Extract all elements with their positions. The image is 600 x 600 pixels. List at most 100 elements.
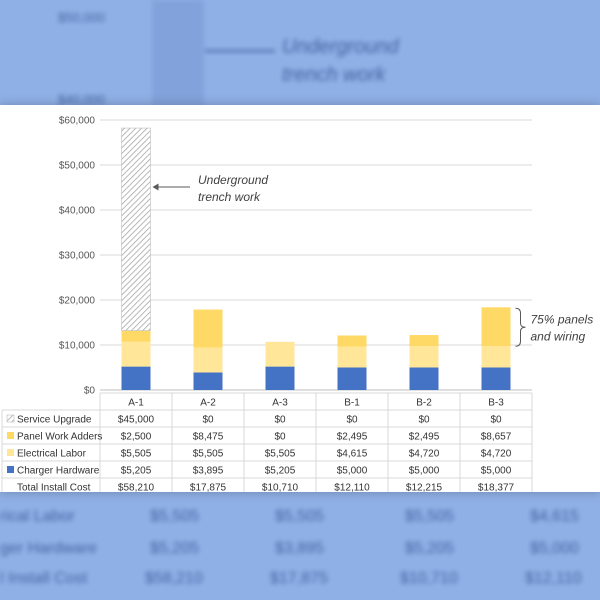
backdrop-cell: $5,000	[530, 540, 579, 557]
legend-key	[7, 449, 14, 456]
backdrop-cell: $58,210	[145, 570, 203, 587]
y-tick-label: $20,000	[59, 296, 96, 307]
bar-segment	[481, 367, 511, 390]
table-cell: $10,710	[262, 483, 299, 493]
backdrop-row-label: rical Labor	[0, 508, 75, 525]
table-row-label: Total Install Cost	[17, 483, 91, 493]
table-cell: $2,495	[409, 432, 440, 443]
backdrop-cell: $3,895	[275, 540, 324, 557]
category-label: A-1	[128, 398, 144, 409]
table-row-label: Service Upgrade	[17, 415, 92, 426]
bar-segment	[193, 372, 223, 390]
category-label: A-3	[272, 398, 288, 409]
annotation-arrowhead	[152, 183, 159, 191]
bar-segment	[409, 335, 439, 347]
table-row-label: Panel Work Adders	[17, 432, 102, 443]
annotation-text: trench work	[198, 190, 261, 204]
table-cell: $0	[346, 415, 358, 426]
table-cell: $4,720	[409, 449, 440, 460]
backdrop-cell: $12,110	[525, 570, 582, 587]
table-cell: $4,720	[481, 449, 512, 460]
annotations: Underground trench work 75% panels and wiri…	[152, 173, 594, 347]
table-cell: $0	[490, 415, 502, 426]
annotation-text: and wiring	[531, 329, 586, 343]
table-cell: $0	[202, 415, 214, 426]
table-cell: $5,505	[121, 449, 152, 460]
table-cell: $5,000	[337, 466, 368, 477]
backdrop-row-label: l Install Cost	[0, 570, 88, 587]
backdrop-cell: $17,875	[270, 570, 328, 587]
category-label: B-2	[416, 398, 432, 409]
bar-segment	[121, 127, 151, 331]
table-cell: $5,505	[193, 449, 224, 460]
backdrop-bar	[152, 0, 204, 105]
backdrop-cell: $10,710	[400, 570, 458, 587]
table-cell: $12,110	[334, 483, 370, 493]
legend-key	[7, 432, 14, 439]
bar-segment	[193, 347, 223, 373]
table-cell: $45,000	[118, 415, 155, 426]
table-cell: $5,000	[409, 466, 440, 477]
bar-segment	[337, 346, 367, 368]
y-tick-label: $0	[84, 386, 96, 397]
table-cell: $5,205	[265, 466, 296, 477]
y-tick-label: $40,000	[59, 206, 96, 217]
table-cell: $2,495	[337, 432, 368, 443]
annotation-text: Underground	[198, 173, 268, 187]
table-row-label: Electrical Labor	[17, 449, 87, 460]
backdrop-cell: $5,505	[405, 508, 454, 525]
backdrop-tick: $50,000	[58, 10, 105, 25]
bar-segment	[193, 309, 223, 348]
bar-segment	[409, 346, 439, 368]
table-cell: $3,895	[193, 466, 224, 477]
table-cell: $58,210	[118, 483, 155, 493]
annotation-brace	[515, 307, 526, 347]
bars	[121, 127, 511, 390]
category-label: B-1	[344, 398, 360, 409]
annotation-text: 75% panels	[531, 312, 594, 326]
bar-segment	[121, 341, 151, 367]
backdrop-cell: $5,205	[405, 540, 454, 557]
table-cell: $12,215	[406, 483, 443, 493]
bar-segment	[265, 366, 295, 390]
y-tick-label: $30,000	[59, 251, 96, 262]
backdrop-cell: $5,505	[275, 508, 324, 525]
backdrop-tick: $40,000	[58, 92, 105, 107]
backdrop-annotation: Underground	[282, 36, 399, 58]
y-tick-label: $10,000	[59, 341, 96, 352]
category-label: B-3	[488, 398, 504, 409]
backdrop-arrow	[205, 50, 275, 52]
category-label: A-2	[200, 398, 216, 409]
stacked-bar-chart: $0 $10,000 $20,000 $30,000 $40,000 $50,000 $60…	[1, 116, 594, 493]
bar-segment	[121, 330, 151, 342]
y-tick-label: $50,000	[59, 161, 96, 172]
backdrop-cell: $4,615	[530, 508, 579, 525]
table-cell: $8,657	[481, 432, 512, 443]
chart-card: $0 $10,000 $20,000 $30,000 $40,000 $50,000 $60…	[0, 105, 600, 492]
table-row-label: Charger Hardware	[17, 466, 100, 477]
bar-segment	[337, 335, 367, 347]
table-cell: $8,475	[193, 432, 224, 443]
backdrop-cell: $5,505	[150, 508, 199, 525]
backdrop-cell: $5,205	[150, 540, 199, 557]
table-cell: $17,875	[190, 483, 227, 493]
table-cell: $5,205	[121, 466, 152, 477]
backdrop-annotation: trench work	[282, 64, 386, 86]
legend-key	[6, 414, 15, 423]
table-cell: $2,500	[121, 432, 152, 443]
y-tick-label: $60,000	[59, 116, 96, 127]
table-cell: $18,377	[478, 483, 515, 493]
table-cell: $0	[418, 415, 430, 426]
bar-segment	[409, 367, 439, 390]
bar-segment	[481, 346, 511, 368]
table-cell: $0	[274, 415, 286, 426]
bar-segment	[481, 307, 511, 347]
table-cell: $0	[274, 432, 286, 443]
data-table: A-1 A-2 A-3 B-1 B-2 B-3 Service Upgrade $45,000…	[1, 392, 533, 493]
table-cell: $5,000	[481, 466, 512, 477]
table-cell: $5,505	[265, 449, 296, 460]
backdrop-row-label: ger Hardware	[0, 540, 97, 557]
bar-segment	[337, 367, 367, 390]
bar-segment	[121, 366, 151, 390]
